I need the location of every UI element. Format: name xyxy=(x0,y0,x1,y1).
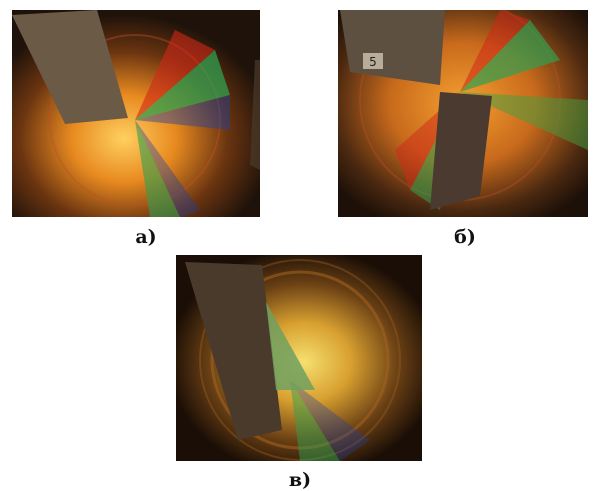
panel-label: в) xyxy=(289,469,311,491)
photo-marker: 5 xyxy=(369,55,377,69)
photo-c xyxy=(176,255,422,461)
photo-a xyxy=(12,10,260,217)
panel-label: б) xyxy=(454,226,476,248)
panel-label: а) xyxy=(135,226,156,248)
photo-b xyxy=(338,10,588,217)
